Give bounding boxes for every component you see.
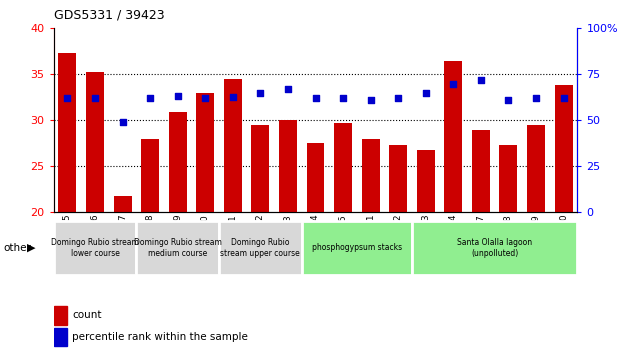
Text: Domingo Rubio stream
lower course: Domingo Rubio stream lower course	[51, 238, 139, 257]
Point	[338, 96, 348, 101]
Point	[531, 96, 541, 101]
Bar	[555, 85, 572, 212]
Bar	[279, 120, 297, 212]
Bar	[251, 125, 269, 212]
Bar	[362, 139, 380, 212]
Point	[62, 96, 73, 101]
Point	[365, 97, 375, 103]
Bar	[59, 53, 76, 212]
Bar	[444, 62, 463, 212]
Text: Domingo Rubio stream
medium course: Domingo Rubio stream medium course	[134, 238, 221, 257]
FancyBboxPatch shape	[54, 221, 136, 275]
Point	[173, 93, 183, 99]
Point	[504, 97, 514, 103]
Text: count: count	[72, 310, 102, 320]
Point	[117, 119, 127, 125]
FancyBboxPatch shape	[219, 221, 302, 275]
Point	[256, 90, 266, 96]
Point	[393, 96, 403, 101]
Point	[448, 81, 458, 86]
Point	[310, 96, 321, 101]
Bar	[527, 125, 545, 212]
Bar	[307, 143, 324, 212]
Point	[145, 96, 155, 101]
Bar	[86, 72, 104, 212]
Text: ▶: ▶	[27, 243, 35, 253]
Bar	[54, 328, 67, 347]
Bar	[141, 139, 159, 212]
Bar	[417, 150, 435, 212]
Point	[558, 96, 569, 101]
FancyBboxPatch shape	[136, 221, 219, 275]
Text: GDS5331 / 39423: GDS5331 / 39423	[54, 9, 164, 22]
Bar	[472, 131, 490, 212]
Text: phosphogypsum stacks: phosphogypsum stacks	[312, 243, 402, 252]
Bar	[389, 145, 407, 212]
Bar	[54, 306, 67, 325]
Point	[90, 96, 100, 101]
Bar	[334, 123, 352, 212]
Text: Domingo Rubio
stream upper course: Domingo Rubio stream upper course	[220, 238, 300, 257]
Bar	[500, 145, 517, 212]
Bar	[224, 79, 242, 212]
Text: Santa Olalla lagoon
(unpolluted): Santa Olalla lagoon (unpolluted)	[457, 238, 532, 257]
Bar	[114, 196, 131, 212]
Point	[200, 96, 210, 101]
FancyBboxPatch shape	[412, 221, 577, 275]
Bar	[196, 93, 214, 212]
Point	[476, 77, 486, 83]
Point	[283, 86, 293, 92]
Point	[228, 95, 238, 100]
Text: percentile rank within the sample: percentile rank within the sample	[72, 332, 248, 342]
FancyBboxPatch shape	[302, 221, 412, 275]
Text: other: other	[3, 243, 31, 253]
Bar	[168, 112, 187, 212]
Point	[421, 90, 431, 96]
